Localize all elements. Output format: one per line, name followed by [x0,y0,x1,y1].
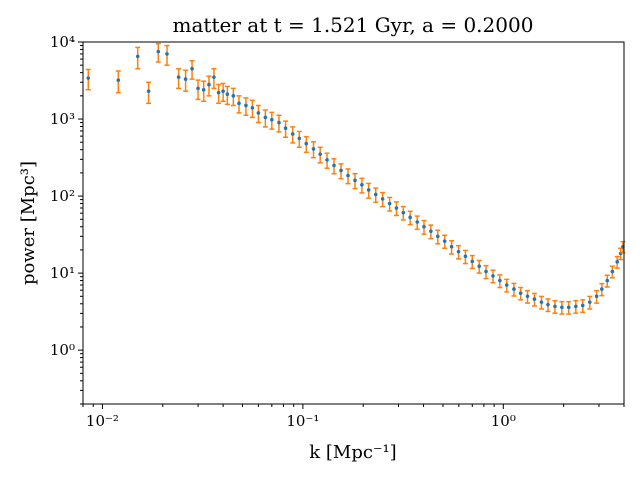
data-point [237,101,241,106]
data-point [532,297,537,301]
data-point [518,291,523,295]
data-point [221,89,225,93]
data-point [449,244,454,249]
x-tick-label: 10⁻² [86,412,119,430]
data-point [574,304,578,309]
data-point [553,304,557,309]
data-point [250,105,255,110]
data-point [165,52,169,56]
data-point [270,117,274,122]
data-point [216,90,221,95]
data-point [525,294,530,299]
data-point [353,178,357,183]
data-point [277,120,281,125]
data-point [244,103,248,108]
x-tick-label: 10⁻¹ [286,412,319,430]
data-point [304,141,309,146]
data-marks [85,42,626,315]
data-point [290,132,295,136]
data-point [504,283,509,287]
data-point [566,305,571,310]
data-point [387,201,392,206]
data-point [135,54,140,59]
data-point [491,274,495,278]
data-point [283,126,288,131]
data-point [366,188,371,192]
y-axis-label: power [Mpc³] [18,161,39,285]
data-point [456,249,461,254]
data-point [605,278,610,283]
data-point [512,287,516,291]
data-point [86,76,91,80]
data-point [560,305,564,310]
data-point [231,94,236,98]
data-point [183,77,188,81]
data-point [408,215,412,220]
data-point [176,75,181,79]
data-point [207,82,211,87]
data-point [422,224,426,229]
data-point [539,300,544,304]
data-point [190,66,194,71]
data-point [373,192,378,197]
data-point [201,87,206,92]
x-tick-label: 10⁰ [491,412,516,430]
data-point [225,92,230,97]
data-point [600,287,604,291]
data-point [339,168,343,173]
data-point [435,234,440,239]
data-point [332,163,336,168]
data-point [146,89,151,93]
data-point [212,75,216,79]
data-point [297,136,302,141]
data-point [594,294,599,299]
data-point [415,220,420,224]
data-point [256,111,261,115]
x-axis-ticks: 10⁻² 10⁻¹ 10⁰ [82,404,625,430]
data-point [263,115,268,120]
data-point [546,302,550,307]
x-axis-label: k [Mpc⁻¹] [309,442,396,463]
y-tick-label: 10² [50,187,75,205]
data-point [346,173,350,178]
data-point [318,152,322,156]
data-point [116,78,121,82]
data-point [429,229,433,234]
data-point [470,259,475,264]
data-point [484,269,488,274]
y-axis-ticks: 10⁰ 10¹ 10² 10³ 10⁴ [50,33,83,405]
data-point [401,210,406,215]
data-point [196,86,200,91]
axes-frame [82,41,625,405]
data-point [610,269,615,274]
data-point [325,158,329,162]
data-point [311,147,316,151]
data-point [580,303,585,308]
data-point [587,300,592,304]
chart-title: matter at t = 1.521 Gyr, a = 0.2000 [173,13,534,37]
y-tick-label: 10¹ [50,264,75,282]
data-point [615,260,620,264]
data-point [477,264,481,268]
y-tick-label: 10³ [50,110,75,128]
data-point [394,206,399,210]
data-point [498,278,502,283]
data-point [463,254,468,259]
data-point [380,197,385,201]
y-tick-label: 10⁴ [50,33,75,51]
data-point [442,239,447,243]
data-point [156,49,161,54]
y-tick-label: 10⁰ [50,341,75,359]
data-point [360,183,364,187]
